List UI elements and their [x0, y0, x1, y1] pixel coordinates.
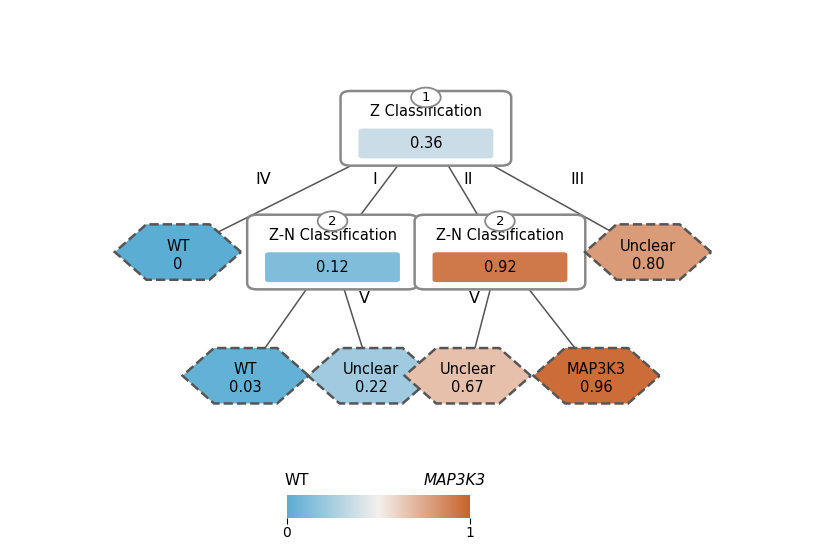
Polygon shape [308, 348, 435, 403]
Text: 0.80: 0.80 [632, 257, 665, 271]
Circle shape [411, 88, 440, 107]
Text: MAP3K3: MAP3K3 [567, 362, 626, 377]
Text: Unclear: Unclear [440, 362, 496, 377]
Text: Unclear: Unclear [343, 362, 399, 377]
Text: WT: WT [234, 362, 258, 377]
FancyBboxPatch shape [415, 215, 585, 289]
Text: MAP3K3: MAP3K3 [424, 473, 485, 488]
Text: 2: 2 [496, 214, 504, 228]
Text: I: I [372, 172, 376, 187]
Text: 0.67: 0.67 [451, 381, 484, 396]
Text: Unclear: Unclear [620, 239, 676, 254]
Text: 0.36: 0.36 [410, 136, 442, 151]
FancyBboxPatch shape [265, 252, 400, 282]
Text: 0.92: 0.92 [484, 260, 516, 275]
Text: V: V [469, 291, 479, 306]
Polygon shape [405, 348, 531, 403]
FancyBboxPatch shape [341, 91, 511, 166]
Polygon shape [115, 224, 241, 280]
Polygon shape [534, 348, 660, 403]
Text: V: V [359, 291, 370, 306]
Text: 2: 2 [328, 214, 337, 228]
Text: 0.22: 0.22 [355, 381, 387, 396]
Text: Z-N Classification: Z-N Classification [436, 228, 564, 243]
Text: III: III [570, 172, 584, 187]
Text: WT: WT [166, 239, 189, 254]
FancyBboxPatch shape [247, 215, 418, 289]
Polygon shape [585, 224, 711, 280]
Text: Z Classification: Z Classification [370, 104, 482, 119]
Text: Z-N Classification: Z-N Classification [268, 228, 396, 243]
Circle shape [485, 211, 514, 231]
Text: II: II [463, 172, 473, 187]
Text: IV: IV [256, 172, 272, 187]
FancyBboxPatch shape [358, 129, 494, 158]
Circle shape [317, 211, 347, 231]
Text: 0.12: 0.12 [316, 260, 349, 275]
Text: 1: 1 [421, 91, 430, 104]
Text: 0: 0 [173, 257, 183, 271]
Text: 0.96: 0.96 [580, 381, 613, 396]
FancyBboxPatch shape [432, 252, 568, 282]
Text: 0.03: 0.03 [229, 381, 262, 396]
Text: WT: WT [284, 473, 309, 488]
Polygon shape [183, 348, 308, 403]
